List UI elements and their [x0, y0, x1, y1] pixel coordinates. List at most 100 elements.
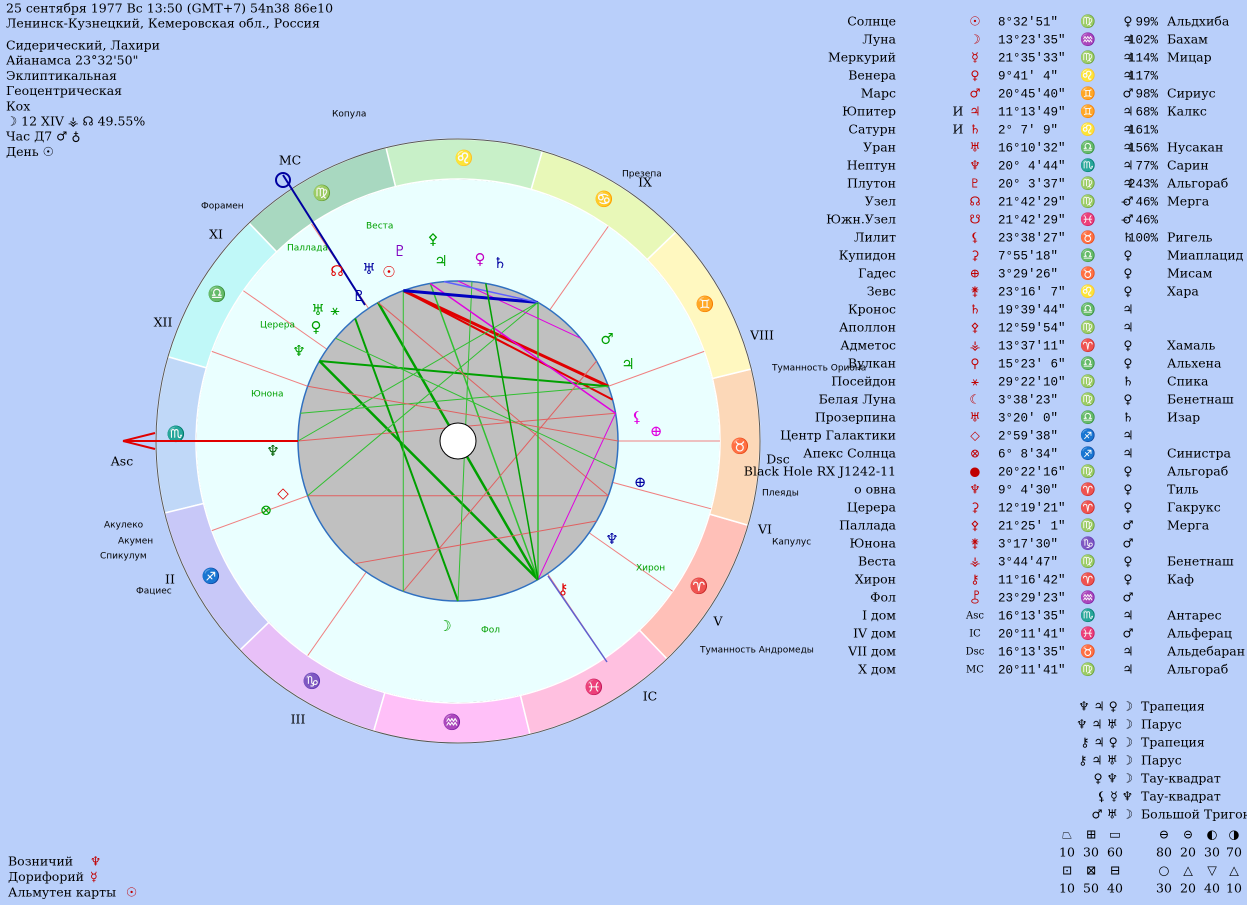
- planet-strength: 156%: [1128, 141, 1159, 155]
- house-label: II: [165, 572, 175, 587]
- planet-position: 16°10'32": [998, 141, 1066, 155]
- planet-glyph: ♃: [969, 104, 980, 119]
- sign-glyph: ♒: [443, 713, 462, 731]
- planet-glyph: ⚳: [970, 500, 979, 515]
- balance-value: 10: [1226, 881, 1242, 896]
- planet-name: Вулкан: [848, 356, 896, 371]
- house-label: V: [712, 614, 723, 629]
- planet-ruler: ♃: [1122, 320, 1133, 335]
- planet-name: Уран: [863, 140, 896, 155]
- balance-glyph: ▭: [1109, 827, 1121, 842]
- planet-sign: ♎: [1080, 248, 1096, 263]
- planet-glyph: ⚸: [970, 230, 979, 245]
- planet-star: Каф: [1167, 572, 1194, 587]
- balance-value: 70: [1226, 845, 1242, 860]
- planet-glyph: ⊕: [970, 266, 980, 281]
- aspect-line: [403, 289, 539, 304]
- chart-glyph: ♀: [311, 318, 322, 336]
- planet-star: Хамаль: [1167, 338, 1215, 353]
- planet-position: 6° 8'34": [998, 447, 1058, 461]
- planet-name: Хирон: [855, 572, 896, 587]
- sign-glyph: ♓: [585, 678, 604, 696]
- chart-glyph: ♂: [600, 330, 613, 348]
- planet-name: Белая Луна: [819, 392, 897, 407]
- planet-ruler: ♃: [1122, 176, 1133, 191]
- planet-glyph: ♅: [969, 410, 980, 425]
- aspect-line: [297, 302, 539, 442]
- planet-star: Калкс: [1167, 104, 1207, 119]
- balance-value: 10: [1059, 845, 1075, 860]
- planet-sign: ♏: [1080, 158, 1096, 173]
- star-label: Презепа: [622, 170, 662, 180]
- planet-name: Церера: [847, 500, 897, 515]
- planet-strength: 100%: [1128, 231, 1159, 245]
- planet-position: 16°13'35": [998, 645, 1066, 659]
- planet-name: Нептун: [847, 158, 896, 173]
- planet-glyph: ☊: [969, 194, 980, 209]
- planet-name: Апекс Солнца: [803, 446, 896, 461]
- chart-glyph: ⊕: [650, 422, 663, 440]
- house-label: VIII: [749, 328, 774, 343]
- setting-line: ☽ 12 XIV ⚶ ☊ 49.55%: [6, 114, 145, 129]
- chart-glyph: ♅: [311, 301, 324, 319]
- planet-sign: ♓: [1080, 212, 1096, 227]
- house-label: IX: [638, 175, 652, 190]
- chart-glyph: ☉: [382, 263, 395, 281]
- config-name: Парус: [1141, 753, 1182, 768]
- planet-star: Спика: [1167, 374, 1209, 389]
- planet-sign: ♊: [1080, 104, 1096, 119]
- planet-ruler: ♂: [1122, 212, 1133, 227]
- planet-glyph: ⚶: [970, 338, 981, 353]
- planet-star: Мицар: [1167, 50, 1212, 65]
- planet-glyph: ☉: [969, 14, 980, 29]
- planet-position: 12°19'21": [998, 501, 1066, 515]
- planet-sign: ♌: [1080, 122, 1096, 137]
- planet-glyph: ♅: [969, 140, 980, 155]
- planet-sign: ♍: [1080, 392, 1096, 407]
- house-cusp: [243, 290, 328, 350]
- planet-sign: ♈: [1080, 500, 1096, 515]
- planet-glyph: ⚳: [970, 248, 979, 263]
- planet-star: Альферац: [1167, 626, 1232, 641]
- aspect-line: [335, 337, 616, 470]
- chart-glyph: ◇: [277, 484, 289, 502]
- planet-sign: ♓: [1080, 626, 1096, 641]
- aspect-line: [485, 283, 539, 580]
- chart-glyph: ⚷: [558, 580, 569, 598]
- planet-strength: – 46%: [1120, 195, 1158, 209]
- config-name: Тау-квадрат: [1141, 771, 1221, 786]
- planet-sign: ♉: [1080, 266, 1096, 281]
- planet-position: 21°35'33": [998, 51, 1066, 65]
- config-glyphs: ⚷ ♃ ♅ ☽: [1078, 753, 1133, 768]
- house-cusp: [588, 532, 673, 592]
- planet-position: 3°20' 0": [998, 411, 1058, 425]
- planet-name: Юнона: [849, 536, 896, 551]
- config-glyphs: ♂ ♅ ☽: [1091, 807, 1133, 822]
- planet-name: Адметос: [840, 338, 896, 353]
- planet-ruler: ♀: [1123, 356, 1132, 371]
- planet-star: Бенетнаш: [1167, 554, 1234, 569]
- planet-name: Посейдон: [831, 374, 896, 389]
- ruler-glyph: ☉: [126, 885, 137, 900]
- balance-glyph: ▽: [1207, 863, 1217, 878]
- aspect-line: [307, 302, 539, 497]
- planet-sign: ♒: [1080, 32, 1096, 47]
- planet-position: 2° 7' 9": [998, 123, 1058, 137]
- planet-name: Южн.Узел: [826, 212, 896, 227]
- planet-position: 20° 4'44": [998, 159, 1066, 173]
- planet-position: 2°59'38": [998, 429, 1058, 443]
- sign-glyph: ♉: [731, 437, 750, 455]
- planet-glyph: ♀: [970, 68, 979, 83]
- chart-glyph: ☽: [438, 617, 451, 635]
- house-label: VI: [757, 522, 772, 537]
- planet-name: Black Hole RX J1242-11: [744, 464, 896, 479]
- planet-ruler: ♃: [1122, 644, 1133, 659]
- planet-ruler: ♀: [1123, 554, 1132, 569]
- planet-sign: ♍: [1080, 518, 1096, 533]
- planet-name: Прозерпина: [815, 410, 897, 425]
- balance-value: 40: [1204, 881, 1220, 896]
- planet-sign: ♍: [1080, 176, 1096, 191]
- point-name: Паллада: [287, 244, 328, 254]
- aspect-line: [443, 280, 539, 304]
- aspect-line: [318, 360, 539, 581]
